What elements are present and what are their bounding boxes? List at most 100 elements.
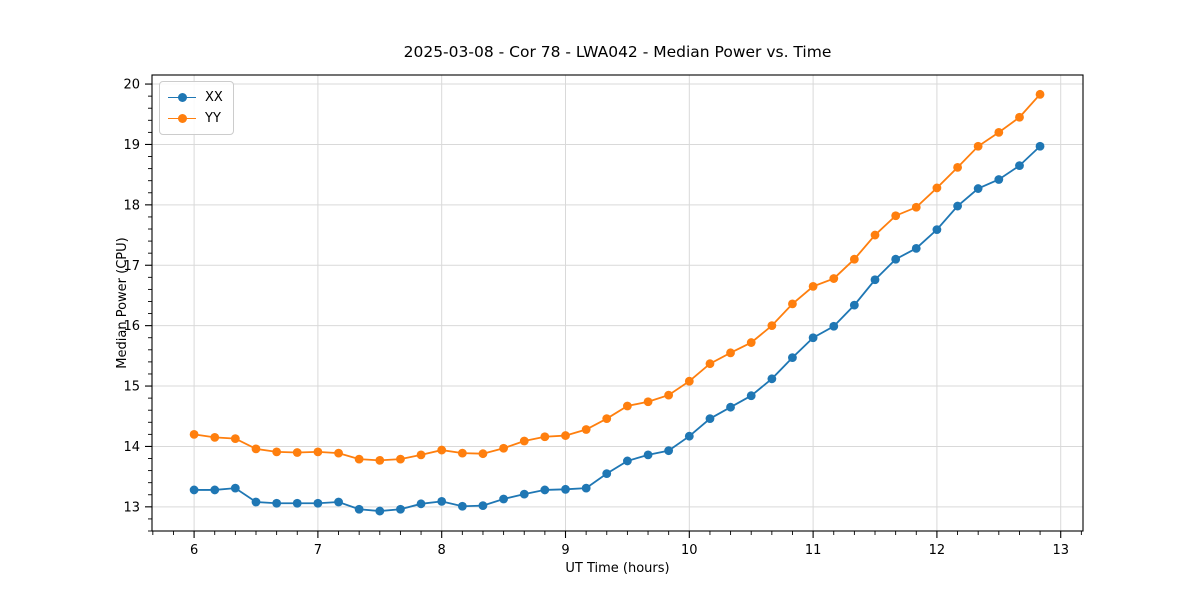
- series-xx-point: [808, 333, 818, 343]
- x-tick-label: 12: [929, 543, 946, 558]
- series-yy-point: [581, 425, 591, 434]
- series-yy-point: [788, 299, 797, 309]
- series-yy-point: [602, 414, 612, 424]
- series-xx-point: [623, 456, 632, 466]
- series-xx-point: [540, 485, 550, 495]
- series-yy-point: [891, 211, 901, 221]
- series-yy-point: [643, 397, 653, 407]
- legend-item-xx: XX: [168, 87, 223, 108]
- series-xx-point: [416, 499, 426, 509]
- series-xx-point: [705, 414, 715, 424]
- series-yy-point: [519, 436, 529, 446]
- series-xx-point: [189, 485, 199, 495]
- series-xx-point: [272, 498, 282, 508]
- series-xx-point: [994, 175, 1004, 184]
- y-tick-label: 17: [123, 259, 140, 274]
- series-yy-point: [396, 454, 405, 464]
- series-xx-point: [849, 300, 859, 310]
- series-xx-point: [519, 489, 529, 499]
- series-yy-point: [829, 274, 839, 283]
- x-tick-label: 8: [438, 543, 446, 558]
- series-xx-point: [1035, 141, 1045, 151]
- series-yy-point: [478, 449, 488, 459]
- x-tick-label: 11: [805, 543, 822, 558]
- y-tick-label: 14: [123, 440, 140, 455]
- series-yy-point: [272, 447, 282, 457]
- series-xx-point: [1015, 161, 1024, 171]
- series-xx-point: [664, 446, 674, 456]
- series-yy-point: [953, 163, 962, 172]
- chart-title: 2025-03-08 - Cor 78 - LWA042 - Median Po…: [403, 43, 832, 61]
- series-xx-point: [726, 402, 735, 412]
- series-yy-point: [540, 432, 550, 442]
- series-xx-point: [932, 225, 942, 235]
- series-xx-point: [911, 243, 921, 253]
- series-xx-point: [581, 483, 591, 493]
- series-yy-point: [189, 429, 199, 439]
- x-tick-label: 6: [190, 543, 198, 558]
- series-yy-point: [664, 390, 674, 400]
- series-yy-point: [726, 348, 735, 358]
- series-xx-point: [478, 501, 488, 511]
- series-yy-point: [437, 445, 447, 455]
- legend-label-yy: YY: [205, 111, 221, 126]
- x-axis-label: UT Time (hours): [565, 561, 670, 576]
- legend-marker-xx: [168, 93, 196, 103]
- series-xx-line: [194, 145, 1041, 512]
- series-xx-point: [457, 501, 467, 511]
- series-xx-point: [788, 353, 797, 363]
- series-xx-point: [746, 391, 756, 401]
- series-yy-point: [849, 254, 859, 264]
- series-yy-point: [808, 281, 818, 291]
- series-xx-point: [684, 431, 694, 441]
- series-xx-point: [334, 497, 343, 507]
- series-xx-point: [292, 498, 302, 508]
- series-yy-point: [210, 432, 220, 442]
- x-tick-label: 13: [1052, 543, 1069, 558]
- series-yy-point: [932, 183, 942, 193]
- series-yy-point: [251, 444, 261, 454]
- series-yy-point: [746, 338, 756, 347]
- series-xx-point: [953, 201, 962, 211]
- series-yy-point: [354, 454, 364, 464]
- series-xx-point: [891, 254, 901, 264]
- axes-frame: [151, 74, 1084, 532]
- series-yy-point: [313, 447, 323, 457]
- series-xx-point: [210, 485, 220, 495]
- series-xx-point: [870, 275, 880, 285]
- y-tick-label: 18: [123, 198, 140, 213]
- series-yy-point: [705, 359, 715, 369]
- series-yy-point: [334, 448, 343, 458]
- series-xx-point: [354, 504, 364, 514]
- x-tick-label: 10: [681, 543, 698, 558]
- series-xx-point: [829, 321, 839, 331]
- y-tick-label: 20: [123, 78, 140, 93]
- series-yy-point: [230, 434, 240, 443]
- series-yy-point: [994, 127, 1004, 137]
- series-yy-point: [375, 455, 385, 465]
- series-xx-point: [499, 494, 508, 504]
- series-xx-point: [973, 184, 983, 193]
- series-yy-point: [973, 141, 983, 151]
- series-yy-point: [457, 448, 467, 458]
- series-yy-line: [193, 93, 1041, 462]
- y-tick-label: 19: [123, 138, 140, 153]
- x-tick-label: 9: [561, 543, 569, 558]
- series-yy-point: [1015, 112, 1024, 122]
- legend-label-xx: XX: [205, 90, 223, 105]
- series-xx-point: [251, 497, 261, 507]
- legend-item-yy: YY: [168, 108, 223, 129]
- x-tick-label: 7: [314, 543, 322, 558]
- y-tick-label: 15: [123, 380, 140, 395]
- series-yy-point: [1035, 89, 1045, 99]
- series-yy-point: [561, 431, 570, 440]
- series-yy-point: [767, 321, 777, 331]
- series-xx-point: [313, 498, 323, 508]
- series-xx-point: [561, 484, 570, 494]
- y-axis-label: Median Power (CPU): [115, 237, 130, 369]
- legend: XX YY: [159, 81, 234, 135]
- series-xx-point: [767, 374, 777, 384]
- series-yy-point: [499, 443, 508, 453]
